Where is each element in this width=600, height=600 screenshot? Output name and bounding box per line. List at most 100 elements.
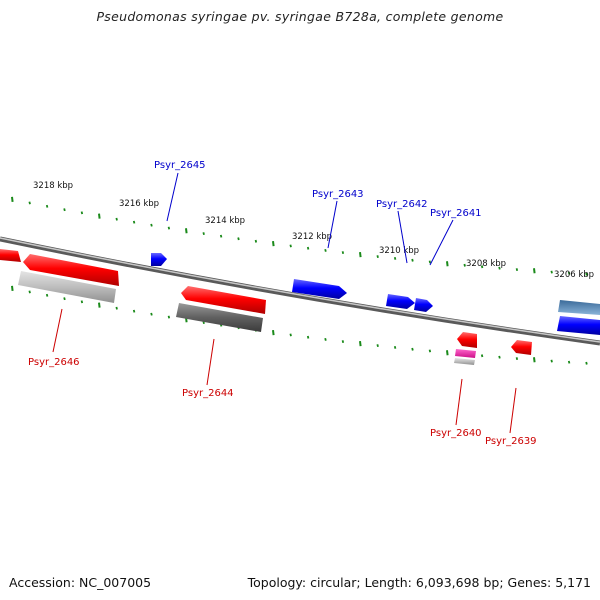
scale-ticks-inner <box>11 285 588 365</box>
gene-label-psyr-2639[interactable]: Psyr_2639 <box>485 436 537 447</box>
genome-summary-text: Topology: circular; Length: 6,093,698 bp… <box>247 575 591 590</box>
minor-tick <box>567 271 571 275</box>
minor-tick <box>550 270 553 274</box>
gene-reverse-unlabeled[interactable] <box>0 249 21 262</box>
minor-tick <box>341 340 345 344</box>
minor-tick <box>480 354 484 358</box>
feature-steel-blue[interactable] <box>558 300 600 315</box>
minor-tick <box>132 220 136 224</box>
scale-label: 3212 kbp <box>292 232 332 242</box>
minor-tick <box>115 217 118 221</box>
minor-tick <box>480 265 484 269</box>
gene-psyr-2642[interactable] <box>386 294 415 309</box>
major-tick <box>11 196 14 203</box>
minor-tick <box>428 349 432 353</box>
scale-label: 3208 kbp <box>466 259 506 269</box>
major-tick <box>533 357 536 363</box>
major-tick <box>11 285 14 292</box>
minor-tick <box>289 333 292 337</box>
minor-tick <box>167 315 171 319</box>
major-tick <box>446 350 449 356</box>
gene-label-psyr-2646[interactable]: Psyr_2646 <box>28 357 80 368</box>
minor-tick <box>411 258 414 262</box>
minor-tick <box>80 211 84 215</box>
minor-tick <box>202 232 205 236</box>
minor-tick <box>393 256 397 260</box>
major-tick <box>98 213 101 219</box>
scale-label: 3214 kbp <box>205 216 245 226</box>
minor-tick <box>498 266 501 270</box>
minor-tick <box>376 255 379 259</box>
minor-tick <box>306 335 310 339</box>
feature-gray-2646[interactable] <box>18 271 116 303</box>
scale-labels: 3218 kbp 3216 kbp 3214 kbp 3212 kbp 3210… <box>33 181 594 280</box>
feature-light-2640[interactable] <box>454 358 475 365</box>
minor-tick <box>585 361 588 365</box>
gene-label-psyr-2643[interactable]: Psyr_2643 <box>312 189 364 200</box>
minor-tick <box>150 312 153 316</box>
gene-psyr-2644[interactable] <box>181 286 266 314</box>
minor-tick <box>567 360 571 364</box>
map-title: Pseudomonas syringae pv. syringae B728a,… <box>96 9 504 24</box>
major-tick <box>359 340 362 347</box>
gene-psyr-2641[interactable] <box>414 298 433 312</box>
gene-forward-unlabeled[interactable] <box>557 316 600 335</box>
minor-tick <box>306 246 310 250</box>
major-tick <box>98 302 101 308</box>
scale-label: 3218 kbp <box>33 181 73 191</box>
forward-features <box>151 253 600 335</box>
scale-label: 3206 kbp <box>554 270 594 280</box>
minor-tick <box>254 239 258 243</box>
minor-tick <box>393 345 397 349</box>
minor-tick <box>237 237 240 241</box>
gene-label-psyr-2641[interactable]: Psyr_2641 <box>430 208 482 219</box>
minor-tick <box>289 244 292 248</box>
major-tick <box>359 251 362 258</box>
gene-psyr-2646[interactable] <box>23 254 119 286</box>
minor-tick <box>115 306 118 310</box>
minor-tick <box>411 347 414 351</box>
major-tick <box>185 228 188 234</box>
scale-label: 3210 kbp <box>379 246 419 256</box>
gene-label-psyr-2642[interactable]: Psyr_2642 <box>376 199 428 210</box>
minor-tick <box>428 260 432 264</box>
minor-tick <box>167 226 171 230</box>
feature-pink-2640[interactable] <box>455 349 476 358</box>
minor-tick <box>63 208 66 212</box>
minor-tick <box>550 359 553 363</box>
gene-psyr-2643[interactable] <box>292 279 347 299</box>
gene-label-psyr-2645[interactable]: Psyr_2645 <box>154 160 206 171</box>
minor-tick <box>376 344 379 348</box>
major-tick <box>272 240 275 247</box>
minor-tick <box>150 223 153 227</box>
minor-tick <box>45 204 49 208</box>
minor-tick <box>132 309 136 313</box>
minor-tick <box>341 251 345 255</box>
minor-tick <box>45 293 49 297</box>
minor-tick <box>80 300 84 304</box>
scale-ticks-outer <box>11 196 588 276</box>
minor-tick <box>585 272 588 276</box>
major-tick <box>446 261 449 267</box>
minor-tick <box>498 355 501 359</box>
gene-psyr-2645[interactable] <box>151 253 167 266</box>
scale-label: 3216 kbp <box>119 199 159 209</box>
minor-tick <box>463 263 466 267</box>
minor-tick <box>63 297 66 301</box>
minor-tick <box>28 290 31 294</box>
minor-tick <box>324 248 327 252</box>
major-tick <box>272 329 275 336</box>
genome-backbone <box>0 236 600 346</box>
gene-psyr-2640[interactable] <box>457 332 477 348</box>
minor-tick <box>515 357 519 361</box>
feature-gray-2644[interactable] <box>176 303 263 332</box>
minor-tick <box>28 201 31 205</box>
gene-label-psyr-2640[interactable]: Psyr_2640 <box>430 428 482 439</box>
gene-label-psyr-2644[interactable]: Psyr_2644 <box>182 388 234 399</box>
minor-tick <box>515 268 519 272</box>
gene-psyr-2639[interactable] <box>511 340 532 355</box>
gene-labels: Psyr_2645 Psyr_2643 Psyr_2642 Psyr_2641 … <box>28 160 537 447</box>
minor-tick <box>219 234 223 238</box>
reverse-features <box>0 249 532 365</box>
